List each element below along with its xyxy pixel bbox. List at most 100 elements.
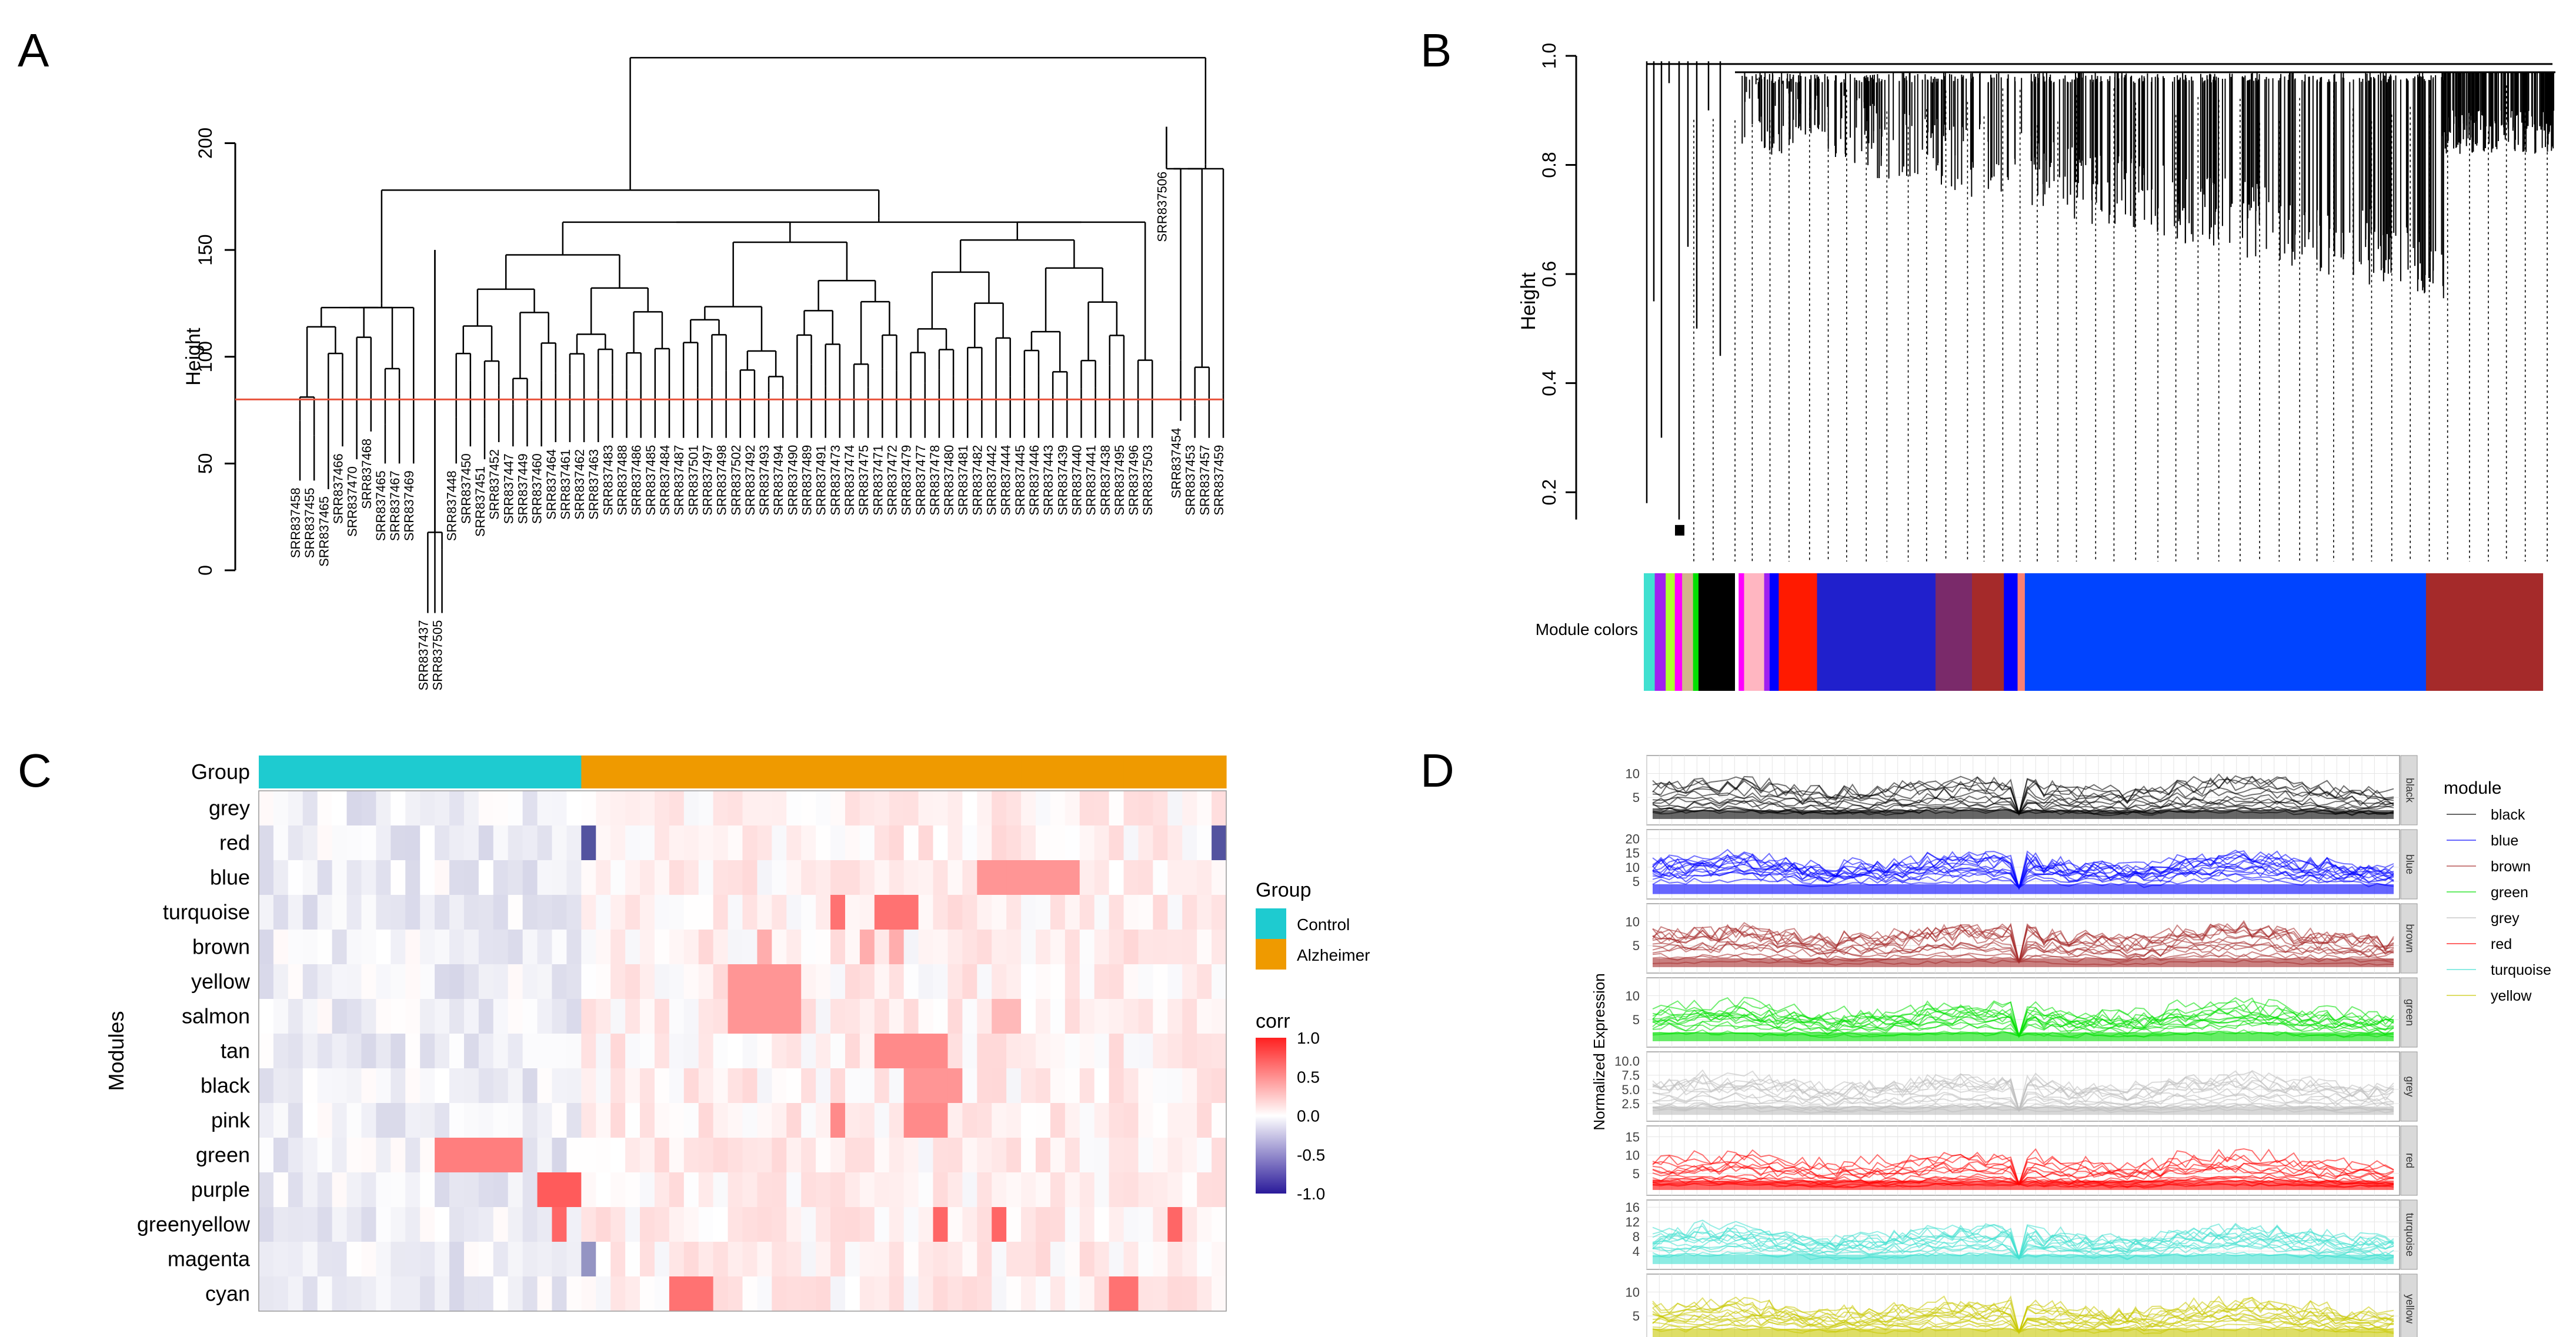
c-heat-cell xyxy=(1035,930,1051,965)
c-heat-cell xyxy=(669,1103,685,1138)
c-heat-cell xyxy=(478,1207,494,1242)
c-heat-cell xyxy=(698,1172,714,1208)
c-heat-cell xyxy=(728,860,743,895)
a-leaf-label: SRR837477 xyxy=(913,445,928,516)
c-heat-cell xyxy=(361,1138,376,1173)
c-heat-cell xyxy=(845,860,860,895)
c-heat-cell xyxy=(302,860,318,895)
c-heat-cell xyxy=(816,1172,831,1208)
c-heat-cell xyxy=(830,1242,846,1277)
c-heat-cell xyxy=(698,1276,714,1312)
c-heat-cell xyxy=(816,895,831,930)
d-facet-strip xyxy=(2400,1199,2418,1270)
c-row-label: yellow xyxy=(191,970,251,994)
c-heat-cell xyxy=(508,791,523,826)
c-heat-cell xyxy=(1065,860,1080,895)
c-heat-cell xyxy=(581,860,596,895)
d-series-line xyxy=(1652,1299,2394,1335)
c-heat-cell xyxy=(259,895,274,930)
c-heat-cell xyxy=(1197,999,1212,1034)
c-heat-cell xyxy=(376,1242,391,1277)
c-heat-cell xyxy=(669,1207,685,1242)
c-heat-cell xyxy=(1123,1172,1139,1208)
c-group-cell xyxy=(273,756,289,788)
c-heat-cell xyxy=(376,930,391,965)
c-heat-cell xyxy=(332,1068,348,1104)
c-heat-cell xyxy=(596,1034,611,1069)
d-series-line xyxy=(1652,853,2394,890)
c-heat-cell xyxy=(596,825,611,861)
c-heat-cell xyxy=(845,1242,860,1277)
c-heat-cell xyxy=(449,791,465,826)
c-heat-cell xyxy=(1153,825,1168,861)
c-heat-cell xyxy=(1006,1276,1022,1312)
c-heat-cell xyxy=(859,895,875,930)
c-heat-cell xyxy=(874,895,890,930)
c-heat-cell xyxy=(435,964,450,1000)
b-module-color-segment xyxy=(1644,573,1656,691)
c-heat-cell xyxy=(493,1242,509,1277)
c-heat-cell xyxy=(1197,1172,1212,1208)
c-heat-cell xyxy=(816,1068,831,1104)
c-heat-cell xyxy=(977,1068,992,1104)
c-heat-cell xyxy=(1079,895,1095,930)
c-heat-cell xyxy=(889,825,905,861)
c-heat-cell xyxy=(552,825,568,861)
c-heat-cell xyxy=(288,964,303,1000)
c-heat-cell xyxy=(698,1068,714,1104)
d-facet-strip-label: brown xyxy=(2404,924,2415,952)
c-heat-cell xyxy=(669,1068,685,1104)
c-heat-cell xyxy=(933,860,949,895)
c-group-cell xyxy=(918,756,934,788)
c-heat-cell xyxy=(317,895,333,930)
c-heat-cell xyxy=(742,895,758,930)
c-heat-cell xyxy=(742,964,758,1000)
c-heat-cell xyxy=(640,1068,655,1104)
c-heat-cell xyxy=(552,791,568,826)
c-group-cell xyxy=(625,756,640,788)
c-heat-cell xyxy=(918,1103,934,1138)
c-heat-cell xyxy=(625,964,640,1000)
d-series-line xyxy=(1652,1004,2394,1038)
c-heat-cell xyxy=(1153,999,1168,1034)
c-heat-cell xyxy=(640,930,655,965)
c-heat-cell xyxy=(361,1068,376,1104)
c-corr-colorbar xyxy=(1256,1038,1286,1194)
a-leaf-label: SRR837460 xyxy=(530,453,545,524)
c-heat-cell xyxy=(537,1276,553,1312)
a-leaf-label: SRR837478 xyxy=(927,445,942,516)
c-heat-cell xyxy=(346,1138,362,1173)
c-heat-cell xyxy=(435,791,450,826)
d-facet-strip xyxy=(2400,977,2418,1048)
c-heat-cell xyxy=(449,1207,465,1242)
c-heat-cell xyxy=(420,999,435,1034)
c-heat-cell xyxy=(273,964,289,1000)
c-heat-cell xyxy=(698,964,714,1000)
c-heat-cell xyxy=(640,1138,655,1173)
c-heat-cell xyxy=(698,1138,714,1173)
c-heat-cell xyxy=(1094,1172,1110,1208)
c-heat-cell xyxy=(1109,1068,1125,1104)
c-heat-cell xyxy=(962,930,977,965)
c-heat-cell xyxy=(376,1207,391,1242)
c-heat-cell xyxy=(332,895,348,930)
b-module-color-segment xyxy=(1972,573,2005,691)
c-heat-cell xyxy=(625,825,640,861)
c-heat-cell xyxy=(713,1034,729,1069)
a-leaf-label: SRR837459 xyxy=(1212,445,1226,516)
c-heat-cell xyxy=(1182,895,1197,930)
c-heat-cell xyxy=(654,1138,670,1173)
c-heat-cell xyxy=(317,1242,333,1277)
b-module-color-segment xyxy=(1674,573,1683,691)
c-heat-cell xyxy=(992,1276,1007,1312)
c-heat-cell xyxy=(772,895,787,930)
c-heat-cell xyxy=(332,964,348,1000)
c-heat-cell xyxy=(552,1138,568,1173)
c-heat-cell xyxy=(933,1103,949,1138)
c-heat-cell xyxy=(391,895,406,930)
c-heat-cell xyxy=(1065,791,1080,826)
c-heat-cell xyxy=(508,825,523,861)
c-heat-cell xyxy=(273,895,289,930)
c-row-label: green xyxy=(196,1143,250,1167)
c-heat-cell xyxy=(332,1172,348,1208)
